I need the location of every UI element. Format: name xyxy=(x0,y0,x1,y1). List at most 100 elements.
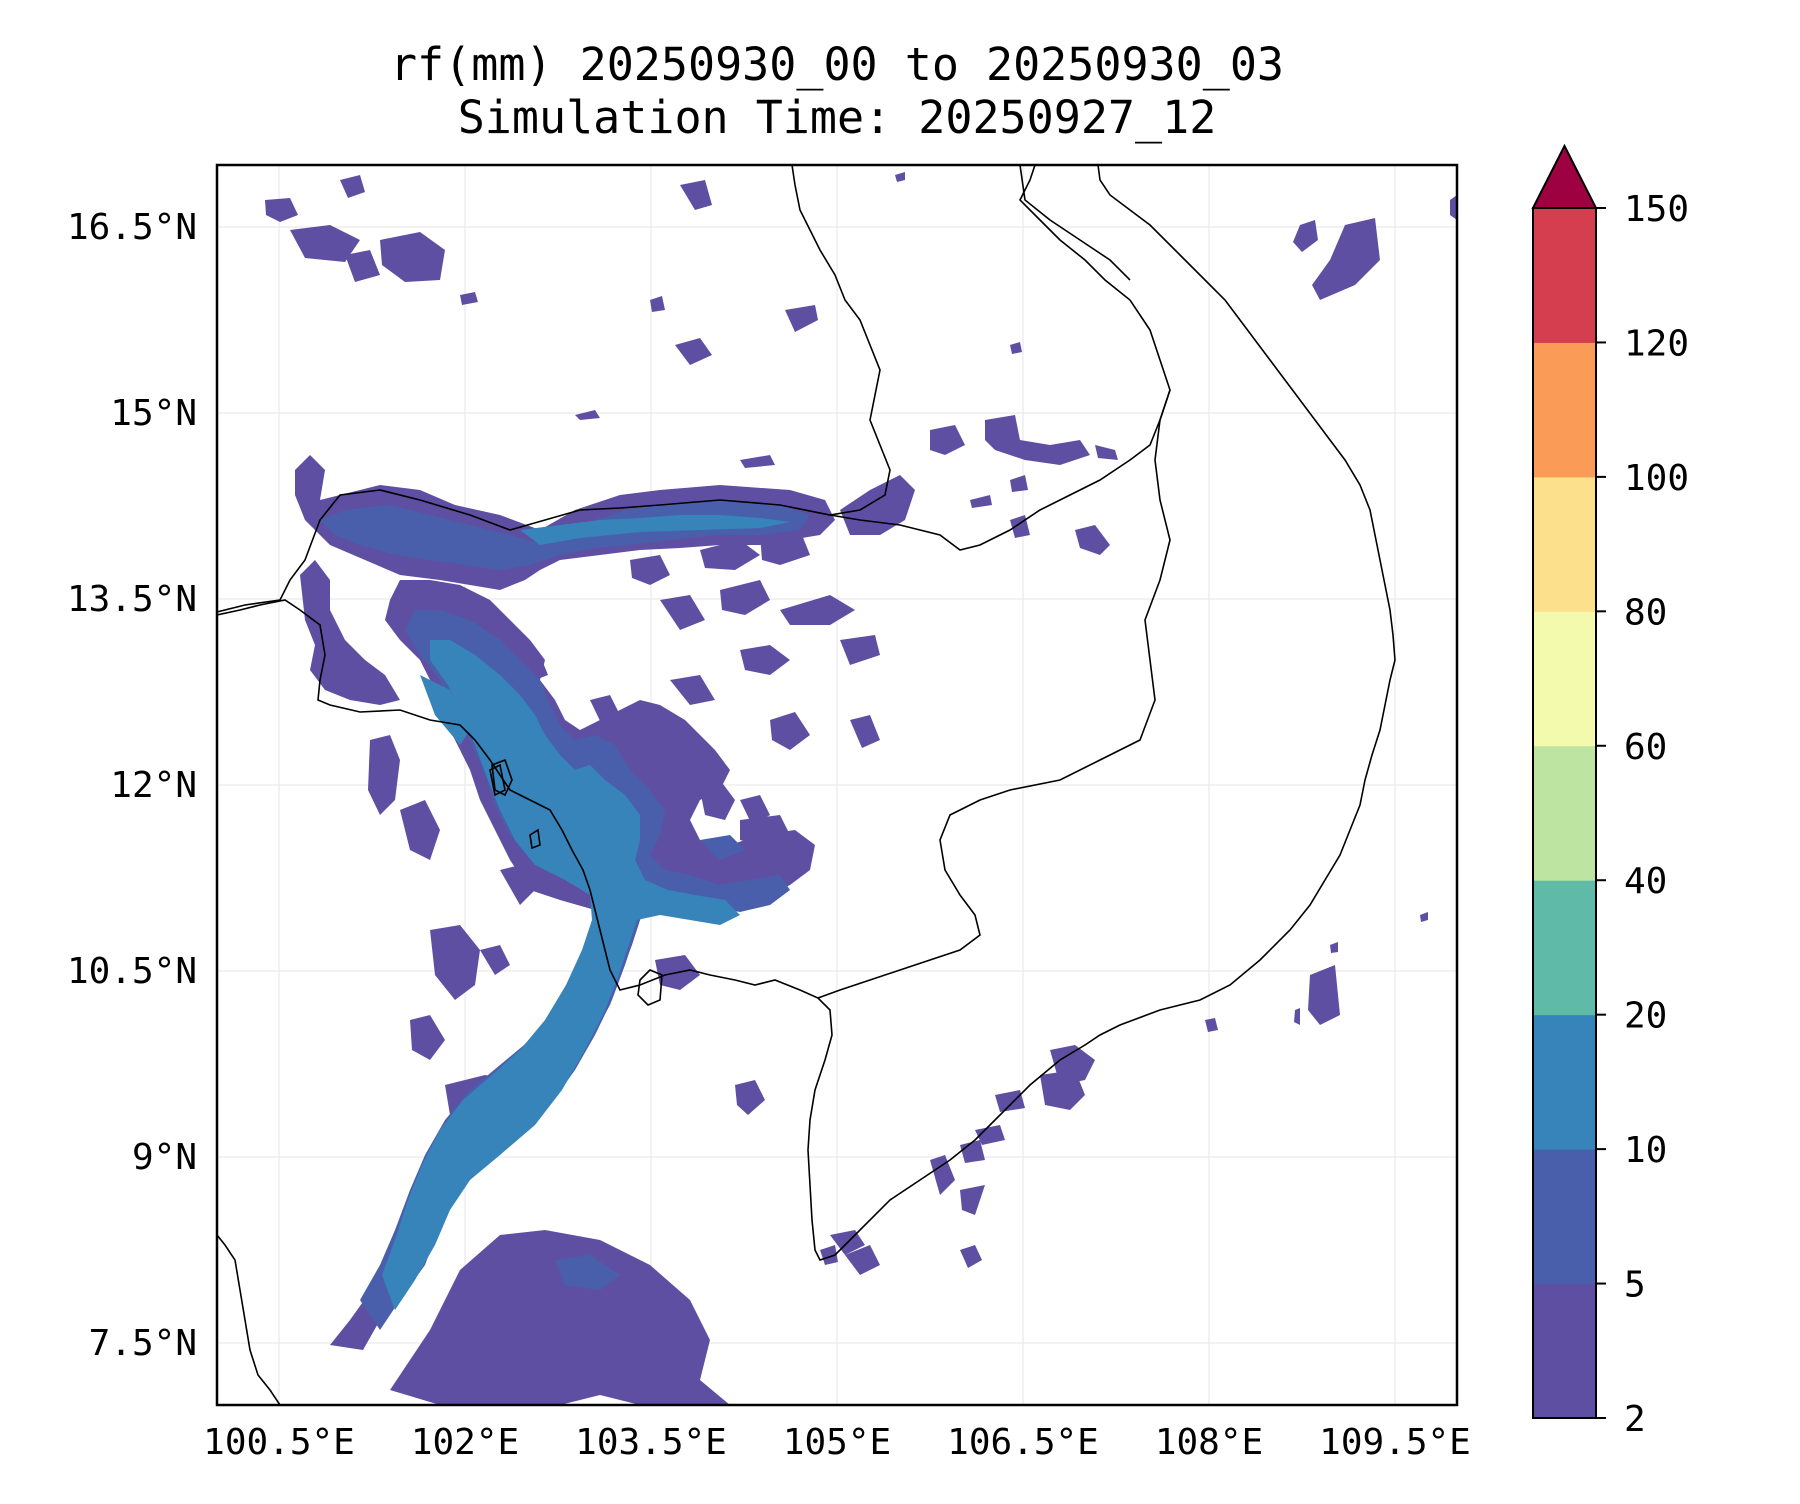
island-phu-quoc xyxy=(637,969,663,1006)
border-laos xyxy=(1019,165,1131,281)
longitude-tick-label: 108°E xyxy=(1155,1422,1263,1463)
rain-cell xyxy=(600,725,630,752)
rain-core-10-20 xyxy=(382,640,740,1310)
rain-cell xyxy=(1450,195,1457,220)
rain-cell xyxy=(785,305,818,332)
coastline-gulf-thailand xyxy=(217,165,1396,1261)
rain-cell xyxy=(1293,220,1318,252)
rain-cell xyxy=(960,1185,985,1215)
longitude-tick-labels: 100.5°E 102°E 103.5°E 105°E 106.5°E 108°E 109.… xyxy=(203,1422,1471,1463)
rain-cell xyxy=(345,250,380,282)
coastline-malaysia xyxy=(217,1234,281,1405)
rain-cell xyxy=(840,635,880,665)
colorbar-tick-label: 2 xyxy=(1624,1399,1646,1440)
latitude-tick-label: 16.5°N xyxy=(67,207,197,248)
colorbar-bin xyxy=(1533,1283,1596,1419)
rain-cell xyxy=(740,455,775,468)
longitude-tick-label: 102°E xyxy=(411,1422,519,1463)
rain-cell xyxy=(720,580,770,615)
colorbar-tick-label: 40 xyxy=(1624,861,1667,902)
colorbar-tick-label: 100 xyxy=(1624,458,1689,499)
colorbar-extend-arrow xyxy=(1531,143,1598,209)
rain-cell xyxy=(930,425,965,455)
colorbar-tick-label: 150 xyxy=(1624,189,1689,230)
rain-cell xyxy=(630,555,670,585)
colorbar-bin xyxy=(1533,1149,1596,1285)
rainfall-field xyxy=(265,172,1457,1405)
rain-cell xyxy=(400,800,440,860)
island-koh-rong xyxy=(529,828,541,850)
longitude-tick-label: 105°E xyxy=(783,1422,891,1463)
latitude-tick-label: 7.5°N xyxy=(89,1323,197,1364)
rain-cell xyxy=(845,1245,880,1275)
rain-cell xyxy=(460,292,478,305)
colorbar-tick-label: 80 xyxy=(1624,592,1667,633)
rain-cell xyxy=(410,1015,445,1060)
colorbar-bin xyxy=(1533,611,1596,747)
rain-cell xyxy=(480,945,510,975)
border-cambodia-vietnam xyxy=(829,165,1171,551)
rain-cell xyxy=(1308,965,1340,1025)
latitude-tick-label: 10.5°N xyxy=(67,951,197,992)
rain-cell xyxy=(740,795,770,825)
island-tonle-sap xyxy=(491,758,513,797)
rain-cell xyxy=(770,712,810,750)
rain-cell xyxy=(735,1080,765,1115)
rain-cell xyxy=(290,225,360,262)
longitude-tick-label: 100.5°E xyxy=(203,1422,355,1463)
rain-cell xyxy=(985,415,1090,465)
colorbar-bin xyxy=(1533,208,1596,343)
rain-cell xyxy=(930,1155,955,1195)
rain-cell xyxy=(820,1245,838,1265)
rain-cell xyxy=(430,925,480,1000)
rain-cell xyxy=(368,735,400,815)
latitude-tick-label: 15°N xyxy=(110,393,197,434)
rain-cell xyxy=(650,296,665,312)
rain-cell xyxy=(670,675,715,705)
title-line-2: Simulation Time: 20250927_12 xyxy=(458,91,1217,144)
rain-cell xyxy=(340,175,365,198)
rain-core-10-20 xyxy=(520,515,790,545)
map-frame xyxy=(215,163,1459,1407)
rain-cell xyxy=(895,172,905,182)
rain-cell xyxy=(850,715,880,748)
colorbar-tick-label: 120 xyxy=(1624,323,1689,364)
latitude-tick-labels: 16.5°N 15°N 13.5°N 12°N 10.5°N 9°N 7.5°N xyxy=(67,207,197,1364)
rain-cell xyxy=(265,198,298,222)
rain-south-blob xyxy=(390,1230,730,1405)
rain-cell xyxy=(760,530,810,565)
latitude-tick-label: 9°N xyxy=(132,1137,197,1178)
rain-cell xyxy=(1330,942,1338,953)
rain-cell xyxy=(640,755,668,785)
rain-west-strip xyxy=(300,560,400,705)
rain-cell xyxy=(1205,1018,1218,1032)
colorbar-frame xyxy=(1532,207,1597,1419)
colorbar-tick-label: 10 xyxy=(1624,1130,1667,1171)
rain-cell xyxy=(780,595,855,625)
rain-cell xyxy=(1040,1070,1085,1110)
island-koh-kong xyxy=(489,763,506,797)
rain-cell xyxy=(1075,525,1110,555)
colorbar-bin xyxy=(1533,476,1596,612)
rain-cell xyxy=(995,1090,1025,1112)
rain-cell xyxy=(700,540,760,570)
rain-cell xyxy=(660,595,705,630)
colorbar-tick-label: 5 xyxy=(1624,1265,1646,1306)
longitude-tick-label: 103.5°E xyxy=(575,1422,727,1463)
rain-cell xyxy=(700,780,735,820)
rain-cell xyxy=(960,1140,985,1163)
longitude-tick-label: 106.5°E xyxy=(947,1422,1099,1463)
rain-cell-5-10 xyxy=(555,1255,620,1290)
longitude-tick-label: 109.5°E xyxy=(1319,1422,1471,1463)
rain-cell xyxy=(575,410,600,420)
rain-cell xyxy=(1095,445,1118,460)
rain-cell xyxy=(590,695,620,725)
rain-cell xyxy=(740,645,790,675)
rain-cell xyxy=(1420,912,1428,922)
rain-cell xyxy=(970,495,992,508)
rain-cell xyxy=(680,180,712,210)
title-line-1: rf(mm) 20250930_00 to 20250930_03 xyxy=(390,38,1284,91)
rain-cell xyxy=(1294,1008,1300,1025)
